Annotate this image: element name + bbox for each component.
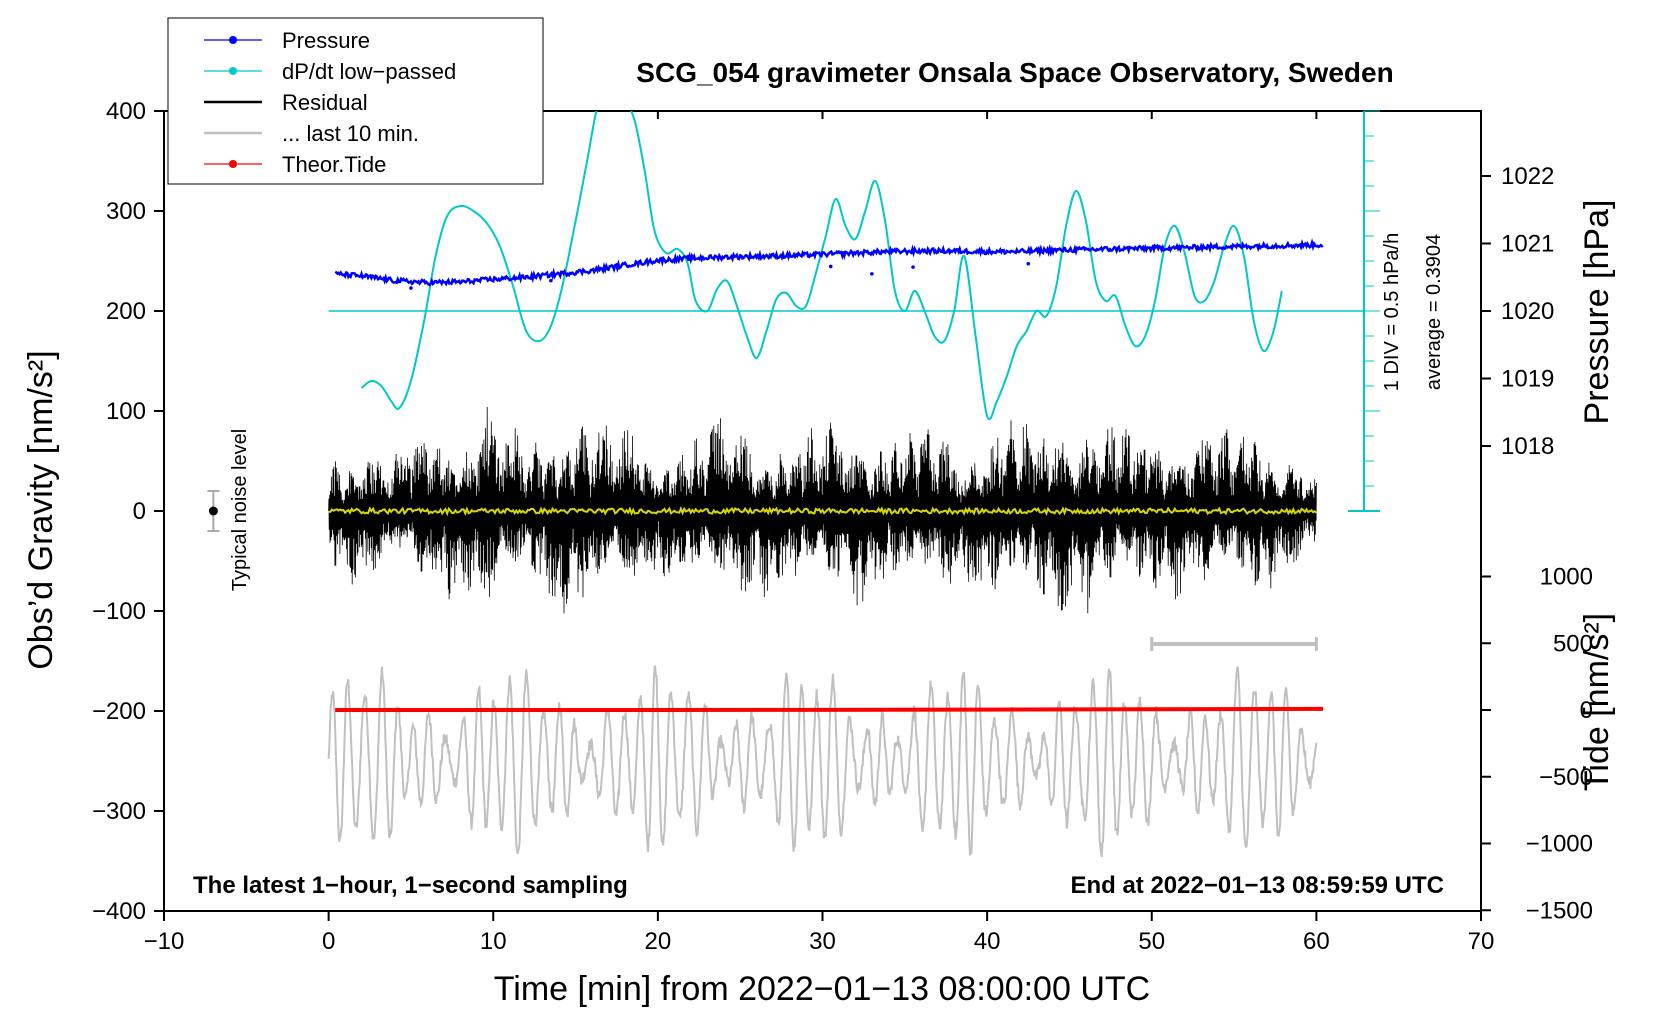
x-tick-label: 50 <box>1138 928 1165 955</box>
x-tick-label: 60 <box>1303 928 1330 955</box>
x-tick-label: 0 <box>322 928 335 955</box>
tide-tick-label: 1000 <box>1540 564 1593 591</box>
x-tick-label: 10 <box>480 928 507 955</box>
pressure-point <box>870 272 874 276</box>
pressure-point <box>1026 261 1031 266</box>
pressure-tick-label: 1018 <box>1501 433 1554 460</box>
axes-layer: −10 0 10 20 30 40 50 60 70−400−300−200−100010020… <box>92 98 1593 955</box>
y-tick-label: 100 <box>106 398 146 425</box>
y-tick-label: 400 <box>106 98 146 125</box>
legend-marker <box>229 36 237 44</box>
noise-bar-point <box>208 506 218 516</box>
legend-label: Residual <box>282 90 368 115</box>
tide-tick-label: −1000 <box>1526 831 1593 858</box>
pressure-tick-label: 1019 <box>1501 366 1554 393</box>
x-tick-label: 20 <box>645 928 672 955</box>
x-axis-title: Time [min] from 2022−01−13 08:00:00 UTC <box>494 970 1150 1008</box>
legend: Pressure dP/dt low−passed Residual ... last… <box>167 17 544 185</box>
pressure-point <box>828 264 833 269</box>
y-tick-label: 200 <box>106 298 146 325</box>
pressure-tick-label: 1021 <box>1501 231 1554 258</box>
legend-label: Theor.Tide <box>282 152 386 177</box>
legend-label: Pressure <box>282 28 370 53</box>
series-layer <box>327 111 1364 858</box>
pressure-tick-label: 1022 <box>1501 163 1554 190</box>
legend-items: Pressure dP/dt low−passed Residual ... last… <box>204 28 456 177</box>
y-tick-label: 0 <box>133 498 146 525</box>
chart-title: SCG_054 gravimeter Onsala Space Observat… <box>636 57 1393 88</box>
pressure-point <box>911 265 915 269</box>
dpdt-line <box>360 111 1283 421</box>
y-tick-label: −100 <box>92 598 146 625</box>
legend-marker <box>229 160 237 168</box>
tide-axis-title: Tide [nm/s²] <box>1578 613 1616 791</box>
pressure-tick-label: 1020 <box>1501 298 1554 325</box>
legend-marker <box>229 67 237 75</box>
tide-tick-label: 0 <box>1580 697 1593 724</box>
residual-smoothed-line <box>328 505 1318 517</box>
average-label: average = 0.3904 <box>1423 234 1445 390</box>
pressure-axis-title: Pressure [hPa] <box>1578 200 1616 425</box>
y-tick-label: −400 <box>92 898 146 925</box>
div-scale-label: 1 DIV = 0.5 hPa/h <box>1381 233 1403 391</box>
pressure-point <box>409 286 413 290</box>
legend-label: ... last 10 min. <box>282 121 419 146</box>
pressure-line <box>334 238 1324 287</box>
x-tick-label: 70 <box>1468 928 1495 955</box>
residual-line <box>328 406 1317 614</box>
tide-tick-label: −500 <box>1539 764 1593 791</box>
tide-tick-label: 500 <box>1553 630 1593 657</box>
pressure-point <box>549 278 553 283</box>
noise-level-label: Typical noise level <box>229 429 251 591</box>
tide-line <box>335 706 1324 712</box>
x-tick-label: 40 <box>974 928 1001 955</box>
end-time-note: End at 2022−01−13 08:59:59 UTC <box>1070 872 1444 899</box>
legend-label: dP/dt low−passed <box>282 59 456 84</box>
x-tick-label: 30 <box>809 928 836 955</box>
y-tick-label: −300 <box>92 798 146 825</box>
sampling-note: The latest 1−hour, 1−second sampling <box>193 872 628 899</box>
y-axis-title: Obs’d Gravity [nm/s²] <box>22 350 60 669</box>
tide-tick-label: −1500 <box>1526 897 1593 924</box>
y-tick-label: 300 <box>106 198 146 225</box>
y-tick-label: −200 <box>92 698 146 725</box>
x-tick-label: −10 <box>144 928 185 955</box>
last-10-min-line <box>327 664 1318 858</box>
